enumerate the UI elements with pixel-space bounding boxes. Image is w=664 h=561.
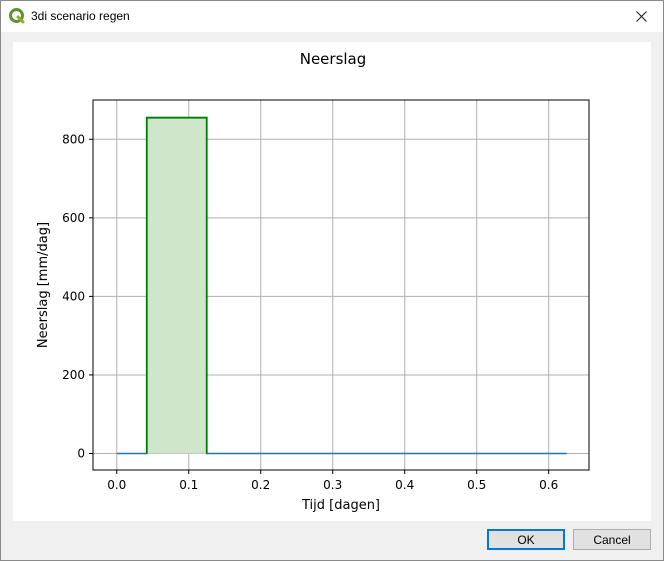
- cancel-button[interactable]: Cancel: [573, 529, 651, 550]
- y-tick-label: 400: [62, 289, 85, 303]
- y-tick-label: 200: [62, 368, 85, 382]
- rain-block-fill: [146, 117, 207, 454]
- chart-title: Neerslag: [300, 50, 367, 68]
- chart-panel: Neerslag 0.0 0.1 0.2 0.3 0.4 0.5 0.6 0 200 400 600…: [13, 42, 651, 521]
- y-tick-label: 600: [62, 211, 85, 225]
- close-button[interactable]: [619, 1, 663, 32]
- x-tick-label: 0.1: [179, 478, 198, 492]
- precipitation-chart: Neerslag 0.0 0.1 0.2 0.3 0.4 0.5 0.6 0 200 400 600…: [36, 50, 590, 513]
- plot-frame: [92, 99, 590, 471]
- y-tick-label: 0: [77, 447, 85, 461]
- y-tick-label: 800: [62, 132, 85, 146]
- x-tick-label: 0.0: [107, 478, 126, 492]
- rain-block-outline: [145, 116, 208, 454]
- x-axis-label: Tijd [dagen]: [301, 498, 380, 513]
- title-bar[interactable]: 3di scenario regen: [1, 1, 663, 32]
- x-tick-label: 0.6: [539, 478, 558, 492]
- x-tick-label: 0.5: [467, 478, 486, 492]
- x-tick-label: 0.2: [251, 478, 270, 492]
- x-tick-label: 0.4: [395, 478, 414, 492]
- window-edge-accent: [657, 71, 664, 311]
- ok-button[interactable]: OK: [487, 529, 565, 550]
- qgis-logo-icon: [9, 8, 25, 24]
- window-title: 3di scenario regen: [31, 9, 130, 23]
- close-icon: [635, 11, 647, 22]
- y-axis-label: Neerslag [mm/dag]: [36, 222, 51, 348]
- x-tick-label: 0.3: [323, 478, 342, 492]
